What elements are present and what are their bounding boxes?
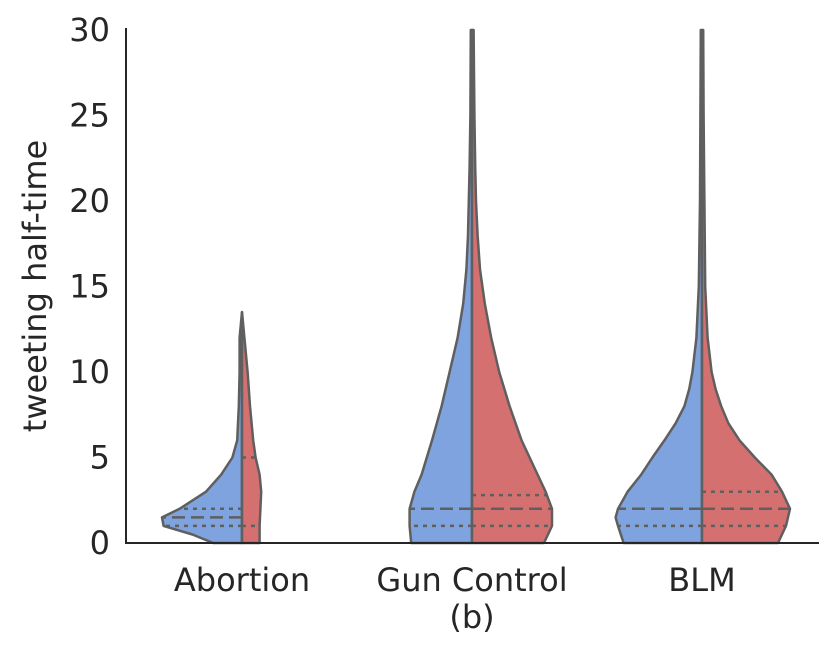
y-tick-label: 0	[90, 524, 110, 562]
y-tick-label: 30	[69, 11, 110, 49]
x-tick-label-gun-control: Gun Control	[376, 561, 567, 599]
x-tick-label-blm: BLM	[668, 561, 735, 599]
y-tick-label: 20	[69, 182, 110, 220]
y-tick-label: 5	[90, 439, 110, 477]
violin-gun-control-left	[408, 28, 474, 545]
x-tick-labels: Abortion Gun Control BLM	[174, 561, 736, 599]
y-tick-label: 15	[69, 268, 110, 306]
figure-caption: (b)	[449, 598, 494, 636]
violin-abortion-right	[240, 310, 263, 545]
violins-layer	[160, 28, 792, 545]
y-tick-label: 10	[69, 353, 110, 391]
y-axis-title: tweeting half-time	[16, 140, 54, 432]
y-tick-labels: 0 5 10 15 20 25 30	[69, 11, 110, 562]
violin-blm-left	[614, 28, 704, 545]
x-tick-label-abortion: Abortion	[174, 561, 310, 599]
y-tick-label: 25	[69, 97, 110, 135]
quartile-lines-layer	[162, 456, 790, 528]
violin-blm-right	[700, 28, 792, 545]
violin-gun-control-right	[470, 28, 554, 545]
violin-abortion-left	[160, 310, 244, 545]
